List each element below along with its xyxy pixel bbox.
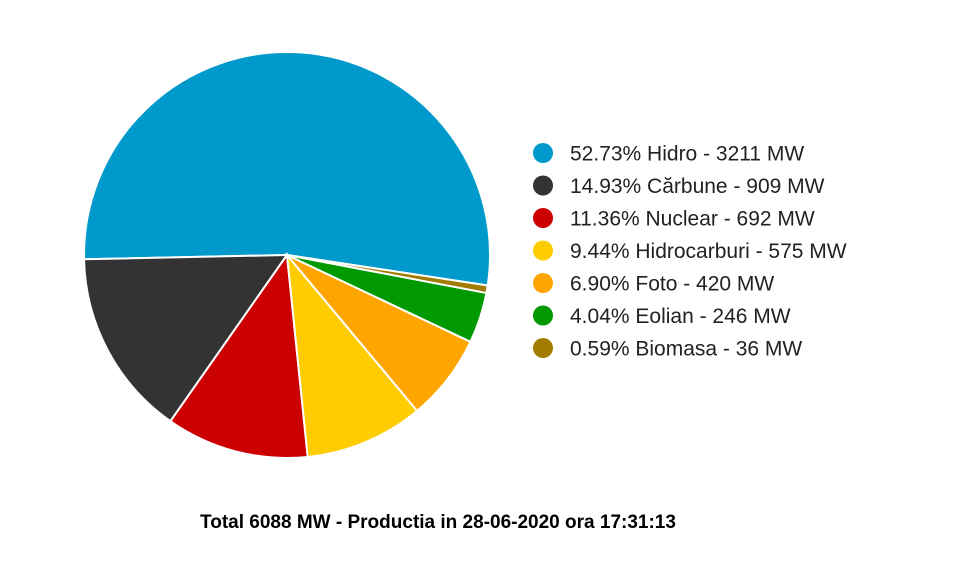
chart-footer: Total 6088 MW - Productia in 28-06-2020 …: [200, 512, 676, 533]
legend-label-hidro: 52.73% Hidro - 3211 MW: [570, 143, 804, 166]
legend-label-eolian: 4.04% Eolian - 246 MW: [570, 305, 791, 328]
legend-label-nuclear: 11.36% Nuclear - 692 MW: [570, 208, 815, 231]
legend-marker-nuclear: [533, 208, 553, 228]
pie-slice-c-rbune: [83, 253, 289, 423]
legend: 52.73% Hidro - 3211 MW 14.93% Cărbune - 9…: [533, 143, 847, 361]
pie-slice-nuclear: [169, 252, 309, 459]
legend-label-biomasa: 0.59% Biomasa - 36 MW: [570, 338, 802, 361]
legend-label-hidrocarburi: 9.44% Hidrocarburi - 575 MW: [570, 240, 847, 263]
legend-marker-eolian: [533, 305, 553, 326]
pie-slice-hidrocarburi: [285, 251, 419, 459]
legend-marker-hidrocarburi: [533, 240, 553, 261]
legend-marker-foto: [533, 273, 553, 293]
pie-slice-hidro: [83, 51, 491, 287]
pie-slice-biomasa: [286, 254, 489, 295]
legend-label-c-rbune: 14.93% Cărbune - 909 MW: [570, 175, 825, 198]
legend-marker-hidro: [533, 143, 553, 163]
legend-marker-c-rbune: [533, 175, 553, 196]
legend-label-foto: 6.90% Foto - 420 MW: [570, 273, 774, 296]
pie-slices: [83, 51, 491, 459]
legend-marker-biomasa: [533, 338, 553, 358]
